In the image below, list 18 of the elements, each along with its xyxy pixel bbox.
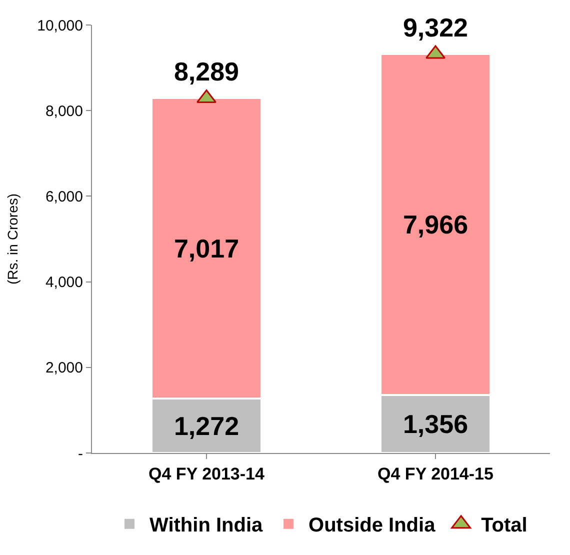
data-label: 7,966	[402, 209, 468, 240]
data-label: 9,322	[402, 12, 468, 43]
y-tick-label: 4,000	[45, 274, 83, 292]
data-label: 1,272	[174, 410, 240, 441]
y-tick-label: 10,000	[37, 17, 83, 34]
y-axis-title: (Rs. in Crores)	[4, 193, 21, 285]
y-tick-label: -	[78, 445, 83, 462]
x-tick-label: Q4 FY 2014-15	[378, 464, 494, 484]
data-label: 7,017	[174, 233, 240, 264]
y-tick-label: 6,000	[45, 188, 83, 206]
data-label: 8,289	[174, 56, 240, 87]
legend-label: Within India	[150, 514, 264, 537]
x-tick-label: Q4 FY 2013-14	[148, 464, 266, 484]
legend-label: Total	[481, 514, 528, 537]
legend-label: Outside India	[308, 514, 436, 537]
data-label: 1,356	[402, 408, 468, 439]
y-tick-label: 8,000	[45, 102, 83, 120]
y-tick-label: 2,000	[45, 360, 83, 377]
